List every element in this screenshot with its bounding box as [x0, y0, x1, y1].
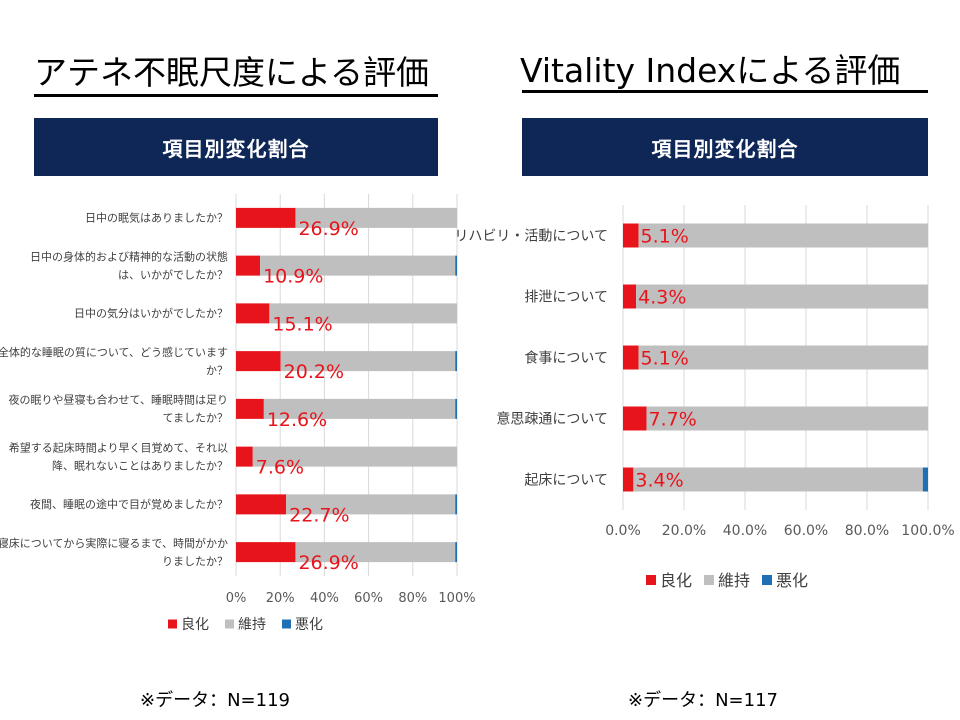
left-legend-swatch: [168, 619, 177, 629]
right-bar-maintain: [636, 284, 928, 309]
right-bar-improve: [623, 467, 634, 492]
left-banner: 項目別変化割合: [34, 118, 438, 176]
right-x-tick-label: 80.0%: [845, 523, 889, 539]
right-bar-maintain: [638, 223, 928, 248]
right-category-label: リハビリ・活動について: [454, 228, 608, 244]
left-data-label: 12.6%: [267, 409, 327, 431]
left-bar-maintain: [260, 255, 456, 276]
right-bar-maintain: [638, 345, 928, 370]
left-category-label: りましたか？: [162, 555, 228, 568]
left-legend-label: 悪化: [295, 617, 323, 633]
left-data-label: 10.9%: [263, 266, 323, 288]
left-bar-maintain: [269, 303, 457, 324]
left-bar-worsen: [455, 351, 457, 372]
right-legend-swatch: [646, 575, 656, 585]
left-category-label: 日中の身体的および精神的な活動の状態: [30, 249, 228, 263]
right-x-tick-label: 20.0%: [662, 523, 706, 539]
left-x-tick-label: 0%: [226, 591, 247, 606]
right-legend-swatch: [762, 575, 772, 585]
right-x-tick-label: 100.0%: [901, 523, 954, 539]
left-category-label: は、いかがでしたか？: [118, 267, 228, 281]
left-x-tick-label: 40%: [310, 591, 339, 606]
left-x-tick-label: 60%: [354, 591, 383, 606]
left-title-underline: [34, 94, 438, 97]
left-category-label: 日中の気分はいかがでしたか？: [74, 306, 228, 320]
left-legend-swatch: [225, 619, 234, 629]
left-category-label: 日中の眠気はありましたか？: [85, 211, 228, 225]
right-x-tick-label: 0.0%: [605, 523, 641, 539]
left-bar-improve: [236, 446, 253, 467]
left-data-label: 15.1%: [272, 313, 332, 335]
left-data-label: 20.2%: [284, 361, 344, 383]
right-sample-note: ※データ：N=117: [628, 690, 778, 711]
left-category-label: 夜の眠りや昼寝も合わせて、睡眠時間は足り: [9, 393, 228, 407]
left-category-label: か？: [206, 364, 228, 377]
right-category-label: 起床について: [524, 472, 608, 488]
right-banner: 項目別変化割合: [522, 118, 928, 176]
left-bar-maintain: [295, 207, 457, 228]
left-legend-label: 維持: [238, 617, 266, 633]
right-bar-improve: [623, 223, 639, 248]
right-data-label: 7.7%: [648, 409, 696, 431]
left-legend-swatch: [282, 619, 291, 629]
left-bar-improve: [236, 494, 287, 515]
right-bar-improve: [623, 345, 639, 370]
left-bar-improve: [236, 398, 264, 419]
left-chart-title: アテネ不眠尺度による評価: [34, 53, 430, 92]
right-bar-improve: [623, 406, 647, 431]
right-category-label: 排泄について: [524, 289, 608, 305]
right-category-label: 意思疎通について: [496, 410, 608, 427]
right-x-tick-label: 60.0%: [784, 523, 828, 539]
right-data-label: 5.1%: [641, 226, 689, 248]
left-category-label: 全体的な睡眠の質について、どう感じています: [0, 345, 228, 359]
left-category-label: 寝床についてから実際に寝るまで、時間がかか: [0, 536, 228, 550]
left-bar-improve: [236, 351, 281, 372]
left-bar-worsen: [455, 398, 457, 419]
right-legend-label: 悪化: [776, 571, 808, 590]
right-chart-title: Vitality Indexによる評価: [520, 51, 901, 90]
left-category-label: てましたか？: [163, 412, 228, 425]
right-legend-swatch: [704, 575, 714, 585]
left-bar-maintain: [286, 494, 456, 515]
left-bar-improve: [236, 207, 296, 228]
right-legend-label: 良化: [660, 571, 692, 590]
left-sample-note: ※データ：N=119: [140, 690, 290, 711]
left-x-tick-label: 20%: [266, 591, 295, 606]
left-data-label: 26.9%: [298, 218, 358, 240]
left-data-label: 26.9%: [298, 552, 358, 574]
left-category-label: 希望する起床時間より早く目覚めて、それ以: [9, 440, 228, 454]
left-bar-maintain: [295, 542, 456, 563]
left-data-label: 7.6%: [256, 457, 304, 479]
left-bar-maintain: [263, 398, 456, 419]
right-x-tick-label: 40.0%: [723, 523, 767, 539]
left-bar-worsen: [455, 542, 457, 563]
left-x-tick-label: 80%: [398, 591, 427, 606]
right-legend-label: 維持: [718, 571, 750, 590]
right-bar-worsen: [922, 467, 928, 492]
left-bar-improve: [236, 255, 261, 276]
right-data-label: 5.1%: [641, 348, 689, 370]
left-legend-label: 良化: [181, 617, 209, 633]
right-data-label: 4.3%: [638, 287, 686, 309]
right-data-label: 3.4%: [635, 470, 683, 492]
left-bar-maintain: [280, 351, 456, 372]
left-category-label: 降、眠れないことはありましたか？: [52, 458, 228, 472]
left-bar-improve: [236, 542, 296, 563]
left-bar-maintain: [252, 446, 457, 467]
right-title-underline: [522, 90, 928, 93]
right-bar-maintain: [633, 467, 923, 492]
left-data-label: 22.7%: [289, 504, 349, 526]
right-category-label: 食事について: [524, 349, 608, 366]
left-category-label: 夜間、睡眠の途中で目が覚めましたか？: [30, 497, 228, 511]
right-bar-improve: [623, 284, 637, 309]
left-x-tick-label: 100%: [438, 591, 475, 606]
right-bar-maintain: [646, 406, 928, 431]
left-bar-worsen: [455, 494, 457, 515]
left-bar-improve: [236, 303, 270, 324]
left-bar-worsen: [455, 255, 457, 276]
